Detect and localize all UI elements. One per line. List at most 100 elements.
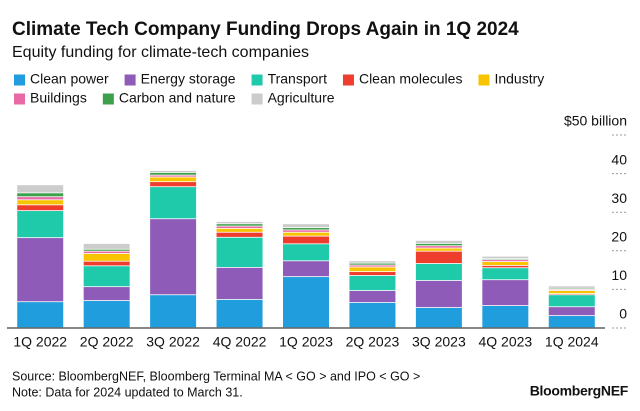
bar-segment bbox=[482, 305, 529, 328]
legend-swatch bbox=[478, 74, 490, 86]
bar-segment bbox=[283, 244, 329, 261]
bar-segment bbox=[216, 221, 263, 224]
legend-label: Clean molecules bbox=[359, 71, 463, 87]
bar-segment bbox=[216, 267, 263, 300]
y-tick-label: 20 bbox=[611, 229, 627, 245]
bar-segment bbox=[216, 232, 263, 237]
bar-segment bbox=[482, 280, 529, 306]
bar-segment bbox=[216, 237, 263, 267]
bar-segment bbox=[150, 175, 197, 177]
source: Source: BloombergNEF, Bloomberg Terminal… bbox=[12, 369, 420, 383]
bar-segment bbox=[283, 261, 329, 277]
bar-segment bbox=[216, 228, 263, 232]
x-tick-label: 3Q 2023 bbox=[412, 334, 466, 350]
bar-segment bbox=[548, 307, 595, 316]
bar-segment bbox=[83, 243, 130, 249]
bar-segment bbox=[482, 261, 529, 266]
bar-segment bbox=[482, 260, 529, 262]
bar-segment bbox=[415, 240, 462, 244]
bar-segment bbox=[548, 290, 595, 294]
bar-segment bbox=[548, 286, 595, 288]
bar-segment bbox=[83, 261, 130, 266]
x-tick-label: 4Q 2022 bbox=[213, 334, 267, 350]
note: Note: Data for 2024 updated to March 31. bbox=[12, 385, 243, 399]
bar-segment bbox=[17, 205, 64, 211]
bar-segment bbox=[17, 200, 64, 205]
bar-segment bbox=[216, 226, 263, 228]
bar-segment bbox=[17, 238, 64, 302]
bar-segment bbox=[150, 187, 197, 219]
bar-segment bbox=[17, 197, 64, 200]
bar-segment bbox=[415, 248, 462, 251]
bar-segment bbox=[17, 185, 64, 193]
bar-segment bbox=[349, 302, 396, 328]
bar-segment bbox=[482, 268, 529, 280]
bar-segment bbox=[17, 302, 64, 328]
legend-swatch bbox=[124, 74, 136, 86]
y-tick-label: 30 bbox=[611, 190, 627, 206]
bar-segment bbox=[349, 265, 396, 267]
logo: BloombergNEF bbox=[530, 383, 629, 399]
bar-segment bbox=[415, 243, 462, 246]
bar-segment bbox=[150, 295, 197, 328]
y-tick-label: 0 bbox=[619, 306, 627, 322]
bar-segment bbox=[283, 224, 329, 228]
bar-segment bbox=[83, 266, 130, 287]
legend-label: Agriculture bbox=[268, 90, 335, 106]
bar-segment bbox=[349, 267, 396, 272]
bar-segment bbox=[17, 211, 64, 238]
bar-segment bbox=[83, 253, 130, 261]
bar-segment bbox=[283, 230, 329, 232]
bar-segment bbox=[349, 263, 396, 265]
bar-segment bbox=[283, 232, 329, 236]
x-tick-label: 1Q 2022 bbox=[13, 334, 67, 350]
bar-segment bbox=[17, 193, 64, 197]
x-tick-label: 3Q 2022 bbox=[146, 334, 200, 350]
bar-segment bbox=[548, 295, 595, 307]
bar-segment bbox=[83, 249, 130, 251]
x-tick-label: 2Q 2022 bbox=[80, 334, 134, 350]
bar-segment bbox=[150, 172, 197, 175]
bar-segment bbox=[283, 236, 329, 244]
bar-segment bbox=[150, 170, 197, 173]
bar-segment bbox=[349, 261, 396, 263]
legend-swatch bbox=[14, 74, 25, 86]
legend-label: Buildings bbox=[30, 90, 87, 106]
bar-segment bbox=[415, 251, 462, 264]
bar-segment bbox=[150, 182, 197, 187]
legend-swatch bbox=[102, 93, 114, 105]
bar-segment bbox=[283, 277, 329, 328]
bar-segment bbox=[150, 219, 197, 295]
legend-swatch bbox=[342, 74, 354, 86]
bar-segment bbox=[216, 299, 263, 328]
bar-segment bbox=[482, 265, 529, 268]
bar-segment bbox=[482, 256, 529, 259]
bar-segment bbox=[415, 246, 462, 248]
x-tick-label: 1Q 2024 bbox=[545, 334, 599, 350]
bar-segment bbox=[83, 300, 130, 328]
bar-segment bbox=[349, 272, 396, 276]
legend-label: Industry bbox=[494, 71, 544, 87]
x-tick-label: 4Q 2023 bbox=[478, 334, 532, 350]
bar-segment bbox=[83, 287, 130, 301]
bar-segment bbox=[150, 177, 197, 182]
legend-label: Carbon and nature bbox=[119, 90, 236, 106]
legend-label: Energy storage bbox=[141, 71, 236, 87]
y-tick-label: $50 billion bbox=[564, 113, 627, 129]
legend-swatch bbox=[251, 93, 263, 105]
bar-segment bbox=[83, 251, 130, 254]
legend-swatch bbox=[14, 93, 25, 105]
legend-swatch bbox=[251, 74, 263, 86]
legend-label: Transport bbox=[268, 71, 328, 87]
x-tick-label: 1Q 2023 bbox=[279, 334, 333, 350]
bar-segment bbox=[216, 224, 263, 226]
y-tick-label: 10 bbox=[611, 267, 627, 283]
bar-segment bbox=[415, 263, 462, 281]
bar-segment bbox=[349, 290, 396, 303]
y-tick-label: 40 bbox=[611, 151, 627, 167]
x-tick-label: 2Q 2023 bbox=[346, 334, 400, 350]
bar-segment bbox=[415, 280, 462, 308]
chart-subtitle: Equity funding for climate-tech companie… bbox=[12, 44, 309, 61]
bar-segment bbox=[349, 275, 396, 291]
